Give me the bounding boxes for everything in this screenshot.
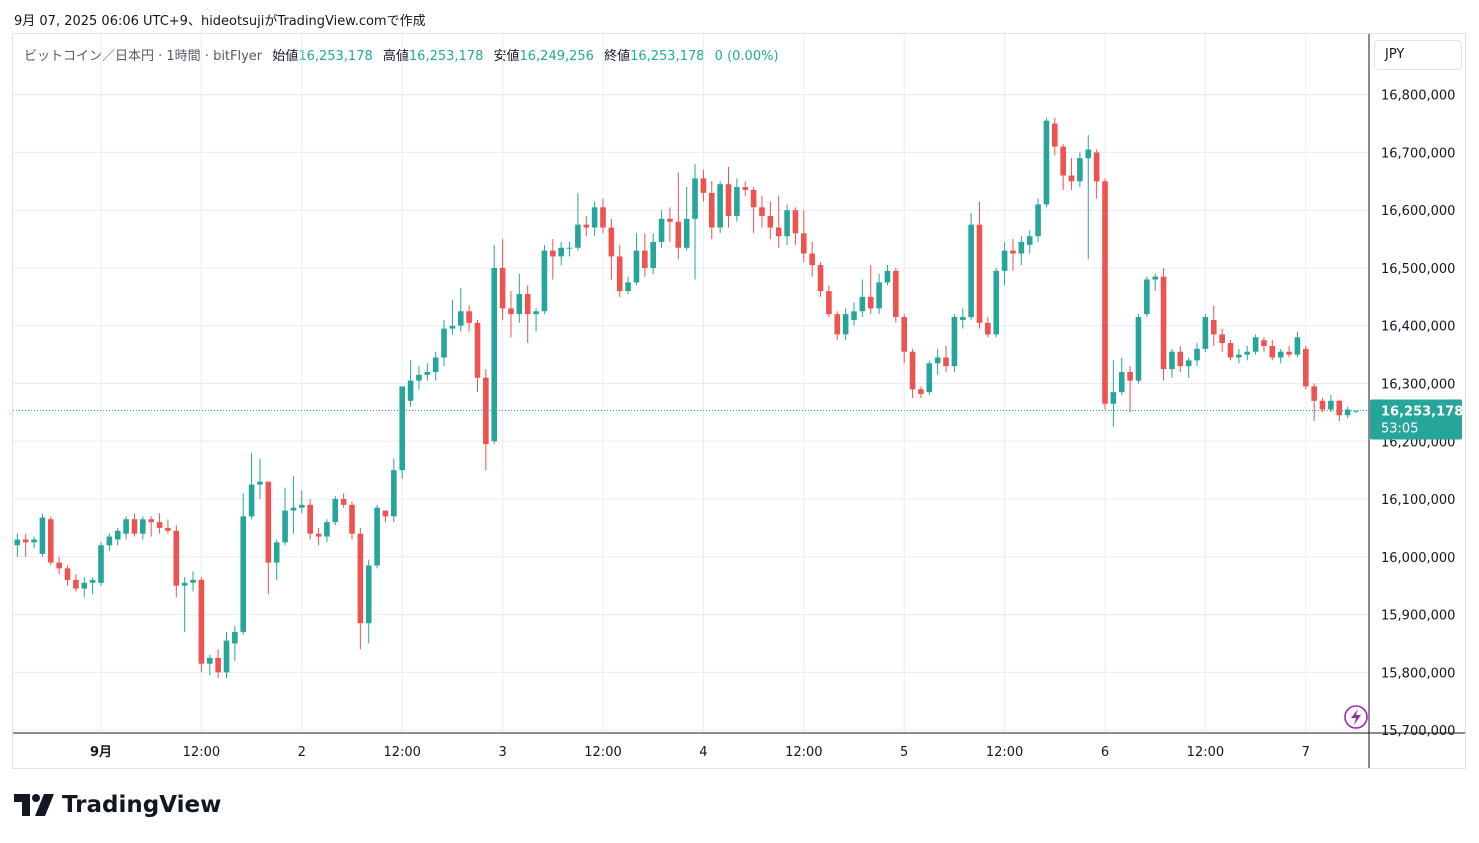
- low-label: 安値: [493, 49, 520, 64]
- open-value: 16,253,178: [298, 49, 373, 64]
- open-label: 始値: [272, 49, 299, 64]
- tradingview-brand[interactable]: TradingView: [14, 792, 221, 818]
- close-value: 16,253,178: [630, 49, 705, 64]
- symbol-info[interactable]: ビットコイン／日本円 · 1時間 · bitFlyer: [24, 49, 263, 64]
- change-value: 0 (0.00%): [714, 49, 779, 64]
- brand-name: TradingView: [62, 792, 222, 818]
- chart-frame: [12, 33, 1466, 769]
- high-label: 高値: [382, 49, 409, 64]
- high-value: 16,253,178: [408, 49, 484, 64]
- ohlc-legend: ビットコイン／日本円 · 1時間 · bitFlyer 始値16,253,178…: [24, 45, 779, 64]
- tradingview-logo-icon: [14, 794, 54, 816]
- low-value: 16,249,256: [519, 49, 594, 64]
- currency-button[interactable]: JPY: [1374, 40, 1462, 70]
- close-label: 終値: [604, 49, 631, 64]
- chart-caption: 9月 07, 2025 06:06 UTC+9、hideotsujiがTradi…: [14, 14, 426, 29]
